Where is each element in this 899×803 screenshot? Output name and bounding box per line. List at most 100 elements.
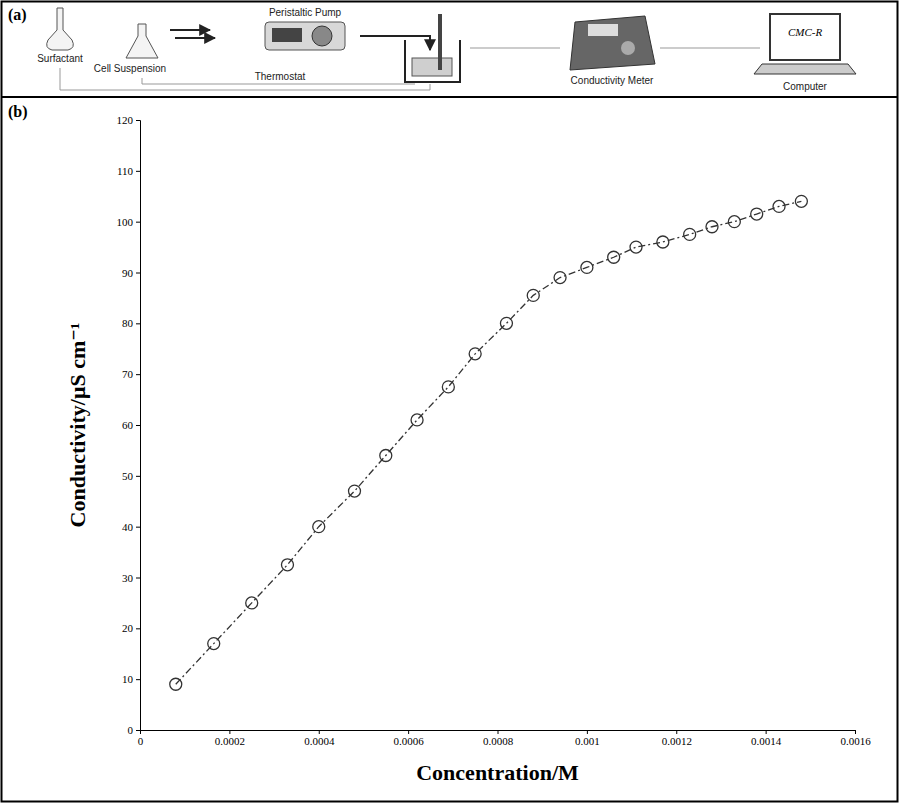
thermostat-line <box>60 68 430 90</box>
tick-mark <box>136 120 140 121</box>
tick-label: 0.001 <box>575 735 600 747</box>
tick-label: 60 <box>122 419 134 431</box>
tick-mark <box>766 730 767 734</box>
marker <box>442 381 454 393</box>
tick-mark <box>136 527 140 528</box>
beaker-liquid <box>412 58 452 76</box>
tick: 0 <box>138 730 144 747</box>
x-axis-title: Concentration/M <box>416 760 579 785</box>
tick: 0.0014 <box>751 730 782 747</box>
marker <box>170 678 182 690</box>
tick-label: 30 <box>122 572 134 584</box>
tick: 110 <box>117 165 140 177</box>
plot-area <box>170 195 808 690</box>
electrode <box>438 14 442 70</box>
diagram-label: Computer <box>783 81 828 92</box>
peristaltic-pump <box>265 22 345 50</box>
marker <box>246 597 258 609</box>
tick-mark <box>498 730 499 734</box>
tick-mark <box>319 730 320 734</box>
marker <box>469 348 481 360</box>
marker <box>608 251 620 263</box>
panel-separator <box>1 96 898 98</box>
marker <box>500 317 512 329</box>
volumetric-flask <box>47 8 74 50</box>
tick-mark <box>136 679 140 680</box>
tick-mark <box>136 323 140 324</box>
tick-label: 0 <box>128 724 134 736</box>
figure-frame <box>2 2 898 802</box>
tick-label: 0.0014 <box>751 735 782 747</box>
panel-label: (a) <box>8 6 27 24</box>
figure: (a) (b) SurfactantCell SuspensionPeristalt… <box>0 0 899 803</box>
tick-mark <box>408 730 409 734</box>
jacketed-beaker <box>405 40 460 82</box>
tick: 0.0012 <box>662 730 692 747</box>
pump-head <box>312 26 332 46</box>
tick: 0.001 <box>575 730 600 747</box>
marker <box>554 272 566 284</box>
marker <box>706 221 718 233</box>
axis-line <box>136 121 141 731</box>
diagram-label: Thermostat <box>255 71 306 82</box>
tick-label: 0.0004 <box>304 735 335 747</box>
tick: 70 <box>122 368 140 380</box>
tick-label: 20 <box>122 622 134 634</box>
tick-label: 100 <box>117 216 134 228</box>
flow-arrow <box>360 36 430 50</box>
tick: 60 <box>122 419 140 431</box>
tick-label: 80 <box>122 317 134 329</box>
marker <box>795 195 807 207</box>
marker <box>281 559 293 571</box>
tick-mark <box>136 578 140 579</box>
meter-knob <box>621 41 635 55</box>
tick: 90 <box>122 267 140 279</box>
tick: 120 <box>117 114 141 126</box>
marker <box>313 521 325 533</box>
marker <box>657 236 669 248</box>
tick-label: 0.0008 <box>483 735 514 747</box>
computer-screen <box>770 14 840 60</box>
panel-label: (b) <box>8 103 28 121</box>
tick: 30 <box>122 572 140 584</box>
tick-label: 0.0006 <box>394 735 425 747</box>
diagram: SurfactantCell SuspensionPeristaltic Pum… <box>37 7 856 92</box>
marker <box>728 216 740 228</box>
marker <box>630 241 642 253</box>
tick-mark <box>229 730 230 734</box>
tick-label: 70 <box>122 368 134 380</box>
tick-mark <box>136 222 140 223</box>
tick-label: 0.0016 <box>840 735 871 747</box>
axis-line <box>141 731 856 735</box>
tick: 0 <box>128 724 141 736</box>
tick-label: 10 <box>122 673 134 685</box>
tick-mark <box>136 374 140 375</box>
tick: 80 <box>122 317 140 329</box>
tick: 0.0008 <box>483 730 514 747</box>
tick-mark <box>855 730 856 734</box>
chart: 0 0.0002 0.0004 0.0006 0.0008 0.001 0.0012 0.00… <box>65 114 871 785</box>
tick: 0.0006 <box>394 730 425 747</box>
marker <box>349 485 361 497</box>
tick-mark <box>136 476 140 477</box>
marker <box>773 200 785 212</box>
cable <box>470 48 560 49</box>
tick-mark <box>136 730 140 731</box>
tick-mark <box>136 628 140 629</box>
diagram-label: Peristaltic Pump <box>269 7 342 18</box>
meter-display <box>588 24 618 36</box>
tick: 20 <box>122 622 140 634</box>
tick-label: 0.0002 <box>215 735 245 747</box>
marker <box>380 450 392 462</box>
tick-mark <box>136 273 140 274</box>
tick: 0.0002 <box>215 730 245 747</box>
marker <box>581 261 593 273</box>
screen-text: CMC-R <box>788 26 823 38</box>
conductivity-meter <box>570 16 655 70</box>
diagram-label: Conductivity Meter <box>571 75 654 86</box>
series-line <box>176 201 802 684</box>
tick-label: 0 <box>138 735 144 747</box>
tick-label: 120 <box>117 114 134 126</box>
tick-label: 0.0012 <box>662 735 692 747</box>
pump-panel <box>272 28 302 42</box>
